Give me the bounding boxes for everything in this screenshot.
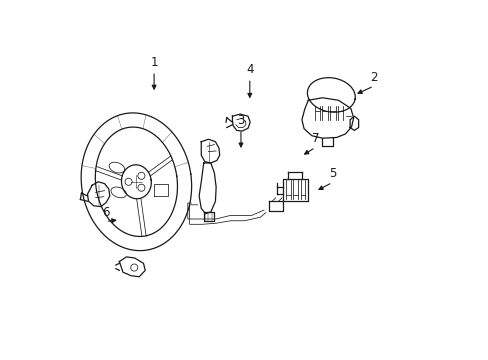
Text: 6: 6 xyxy=(102,206,109,219)
Text: 1: 1 xyxy=(150,56,158,69)
Text: 5: 5 xyxy=(328,167,335,180)
Text: 4: 4 xyxy=(245,63,253,76)
Text: 7: 7 xyxy=(311,132,319,145)
Text: 3: 3 xyxy=(237,114,244,127)
Text: 2: 2 xyxy=(369,71,377,84)
